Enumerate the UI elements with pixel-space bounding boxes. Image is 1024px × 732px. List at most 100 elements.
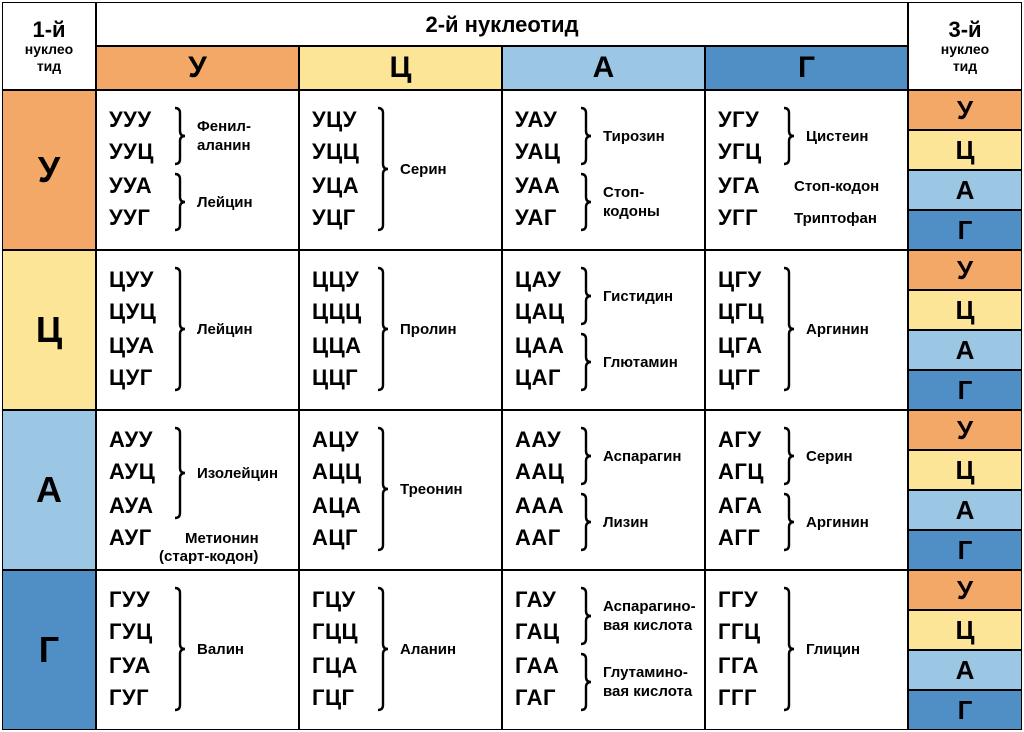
brace-1-0-0 bbox=[173, 266, 187, 392]
brace-3-1-0 bbox=[376, 586, 390, 712]
header-second-nucleotide: 2-й нуклеотид bbox=[96, 2, 908, 46]
codon-0-2-2: УАА bbox=[515, 173, 561, 198]
third-1-2: А bbox=[908, 330, 1022, 370]
col-header-0: У bbox=[96, 46, 299, 90]
third-1-0-letter: У bbox=[956, 254, 974, 285]
third-2-3-letter: Г bbox=[957, 534, 973, 565]
third-0-3: Г bbox=[908, 210, 1022, 250]
codon-2-3-1: АГЦ bbox=[718, 459, 764, 484]
codon-cell-2-1: АЦУ АЦЦ АЦА АЦГ Треонин bbox=[299, 410, 502, 570]
codon-3-0-3: ГУГ bbox=[109, 685, 150, 710]
codon-1-1-0: ЦЦУ bbox=[312, 267, 360, 292]
codon-2-3-0: АГУ bbox=[718, 427, 762, 452]
third-0-3-letter: Г bbox=[957, 214, 973, 245]
amino-acid-0-3-1-0: Стоп-кодон bbox=[794, 177, 880, 195]
amino-acid-0-1-0-0: Серин bbox=[400, 160, 447, 178]
header-second-label: 2-й нуклеотид bbox=[425, 11, 579, 37]
third-2-3: Г bbox=[908, 530, 1022, 570]
codon-0-3-3: УГГ bbox=[718, 205, 759, 230]
codon-0-1-1: УЦЦ bbox=[312, 139, 360, 164]
codon-1-3-2: ЦГА bbox=[718, 333, 763, 358]
codon-0-2-1: УАЦ bbox=[515, 139, 561, 164]
codon-1-3-1: ЦГЦ bbox=[718, 299, 765, 324]
third-2-2: А bbox=[908, 490, 1022, 530]
codon-2-0-0: АУУ bbox=[109, 427, 153, 452]
codon-1-2-1: ЦАЦ bbox=[515, 299, 565, 324]
third-1-2-letter: А bbox=[955, 334, 975, 365]
brace-1-3-0 bbox=[782, 266, 796, 392]
codon-1-2-2: ЦАА bbox=[515, 333, 565, 358]
amino-acid-3-0-0-0: Валин bbox=[197, 640, 244, 658]
amino-acid-0-0-1-0: Лейцин bbox=[197, 193, 253, 211]
codon-0-3-0: УГУ bbox=[718, 107, 760, 132]
codon-2-1-3: АЦГ bbox=[312, 525, 358, 550]
third-2-2-letter: А bbox=[955, 494, 975, 525]
codon-1-0-2: ЦУА bbox=[109, 333, 155, 358]
brace-2-2-0 bbox=[579, 426, 593, 486]
third-1-1-letter: Ц bbox=[955, 294, 975, 325]
codon-0-1-3: УЦГ bbox=[312, 205, 356, 230]
row-header-1-letter: Ц bbox=[35, 309, 63, 350]
codon-2-0-2: АУА bbox=[109, 493, 154, 518]
third-0-2-letter: А bbox=[955, 174, 975, 205]
amino-acid-1-2-1-0: Глютамин bbox=[603, 353, 678, 371]
codon-3-1-2: ГЦА bbox=[312, 653, 358, 678]
header-first-word-b: тид bbox=[36, 57, 62, 74]
amino-acid-note-2-0-1: (старт-кодон) bbox=[159, 548, 259, 565]
brace-2-3-1 bbox=[782, 492, 796, 552]
col-header-3: Г bbox=[705, 46, 908, 90]
amino-acid-0-0-0-0: Фенил- bbox=[197, 118, 251, 135]
codon-2-3-2: АГА bbox=[718, 493, 763, 518]
codon-0-3-1: УГЦ bbox=[718, 139, 762, 164]
codon-0-1-0: УЦУ bbox=[312, 107, 357, 132]
row-header-3: Г bbox=[2, 570, 96, 730]
third-3-2: А bbox=[908, 650, 1022, 690]
third-1-1: Ц bbox=[908, 290, 1022, 330]
third-0-0: У bbox=[908, 90, 1022, 130]
amino-acid-2-0-1-0: Метионин bbox=[185, 529, 259, 547]
row-header-1: Ц bbox=[2, 250, 96, 410]
amino-acid-3-2-1-0: Глутамино- bbox=[603, 664, 688, 681]
third-3-0: У bbox=[908, 570, 1022, 610]
codon-2-2-1: ААЦ bbox=[515, 459, 565, 484]
codon-1-1-2: ЦЦА bbox=[312, 333, 362, 358]
codon-2-0-1: АУЦ bbox=[109, 459, 156, 484]
amino-acid-0-2-1-1: кодоны bbox=[603, 203, 660, 220]
codon-cell-2-3: АГУ АГЦ АГА АГГ Серин Аргинин bbox=[705, 410, 908, 570]
third-2-0-letter: У bbox=[956, 414, 974, 445]
codon-1-2-0: ЦАУ bbox=[515, 267, 562, 292]
codon-0-0-3: УУГ bbox=[109, 205, 151, 230]
codon-cell-1-2: ЦАУ ЦАЦ ЦАА ЦАГ Гистидин Глютамин bbox=[502, 250, 705, 410]
third-1-3-letter: Г bbox=[957, 374, 973, 405]
row-header-2-letter: А bbox=[36, 469, 62, 510]
third-1-0: У bbox=[908, 250, 1022, 290]
amino-acid-0-3-0-0: Цистеин bbox=[806, 127, 869, 145]
third-1-3: Г bbox=[908, 370, 1022, 410]
codon-2-2-0: ААУ bbox=[515, 427, 562, 452]
amino-acid-3-2-0-1: вая кислота bbox=[603, 617, 693, 634]
codon-0-0-0: УУУ bbox=[109, 107, 152, 132]
codon-0-0-2: УУА bbox=[109, 173, 153, 198]
row-header-2: А bbox=[2, 410, 96, 570]
brace-3-0-0 bbox=[173, 586, 187, 712]
third-3-1-letter: Ц bbox=[955, 614, 975, 645]
codon-3-1-3: ГЦГ bbox=[312, 685, 355, 710]
codon-2-3-3: АГГ bbox=[718, 525, 761, 550]
codon-3-0-1: ГУЦ bbox=[109, 619, 153, 644]
brace-2-0-0 bbox=[173, 426, 187, 520]
codon-cell-3-1: ГЦУ ГЦЦ ГЦА ГЦГ Аланин bbox=[299, 570, 502, 730]
third-3-3-letter: Г bbox=[957, 694, 973, 725]
codon-2-2-3: ААГ bbox=[515, 525, 561, 550]
codon-cell-0-1: УЦУ УЦЦ УЦА УЦГ Серин bbox=[299, 90, 502, 250]
header-first-nucleotide: 1-й нуклео тид bbox=[2, 2, 96, 90]
codon-1-2-3: ЦАГ bbox=[515, 365, 561, 390]
amino-acid-0-2-0-0: Тирозин bbox=[603, 127, 665, 145]
codon-2-1-0: АЦУ bbox=[312, 427, 360, 452]
brace-1-2-1 bbox=[579, 332, 593, 392]
codon-3-2-0: ГАУ bbox=[515, 587, 557, 612]
amino-acid-2-3-1-0: Аргинин bbox=[806, 513, 869, 531]
codon-cell-0-0: УУУ УУЦ УУА УУГ Фенил-аланин Лейцин bbox=[96, 90, 299, 250]
third-2-0: У bbox=[908, 410, 1022, 450]
row-header-0-letter: У bbox=[37, 149, 61, 190]
